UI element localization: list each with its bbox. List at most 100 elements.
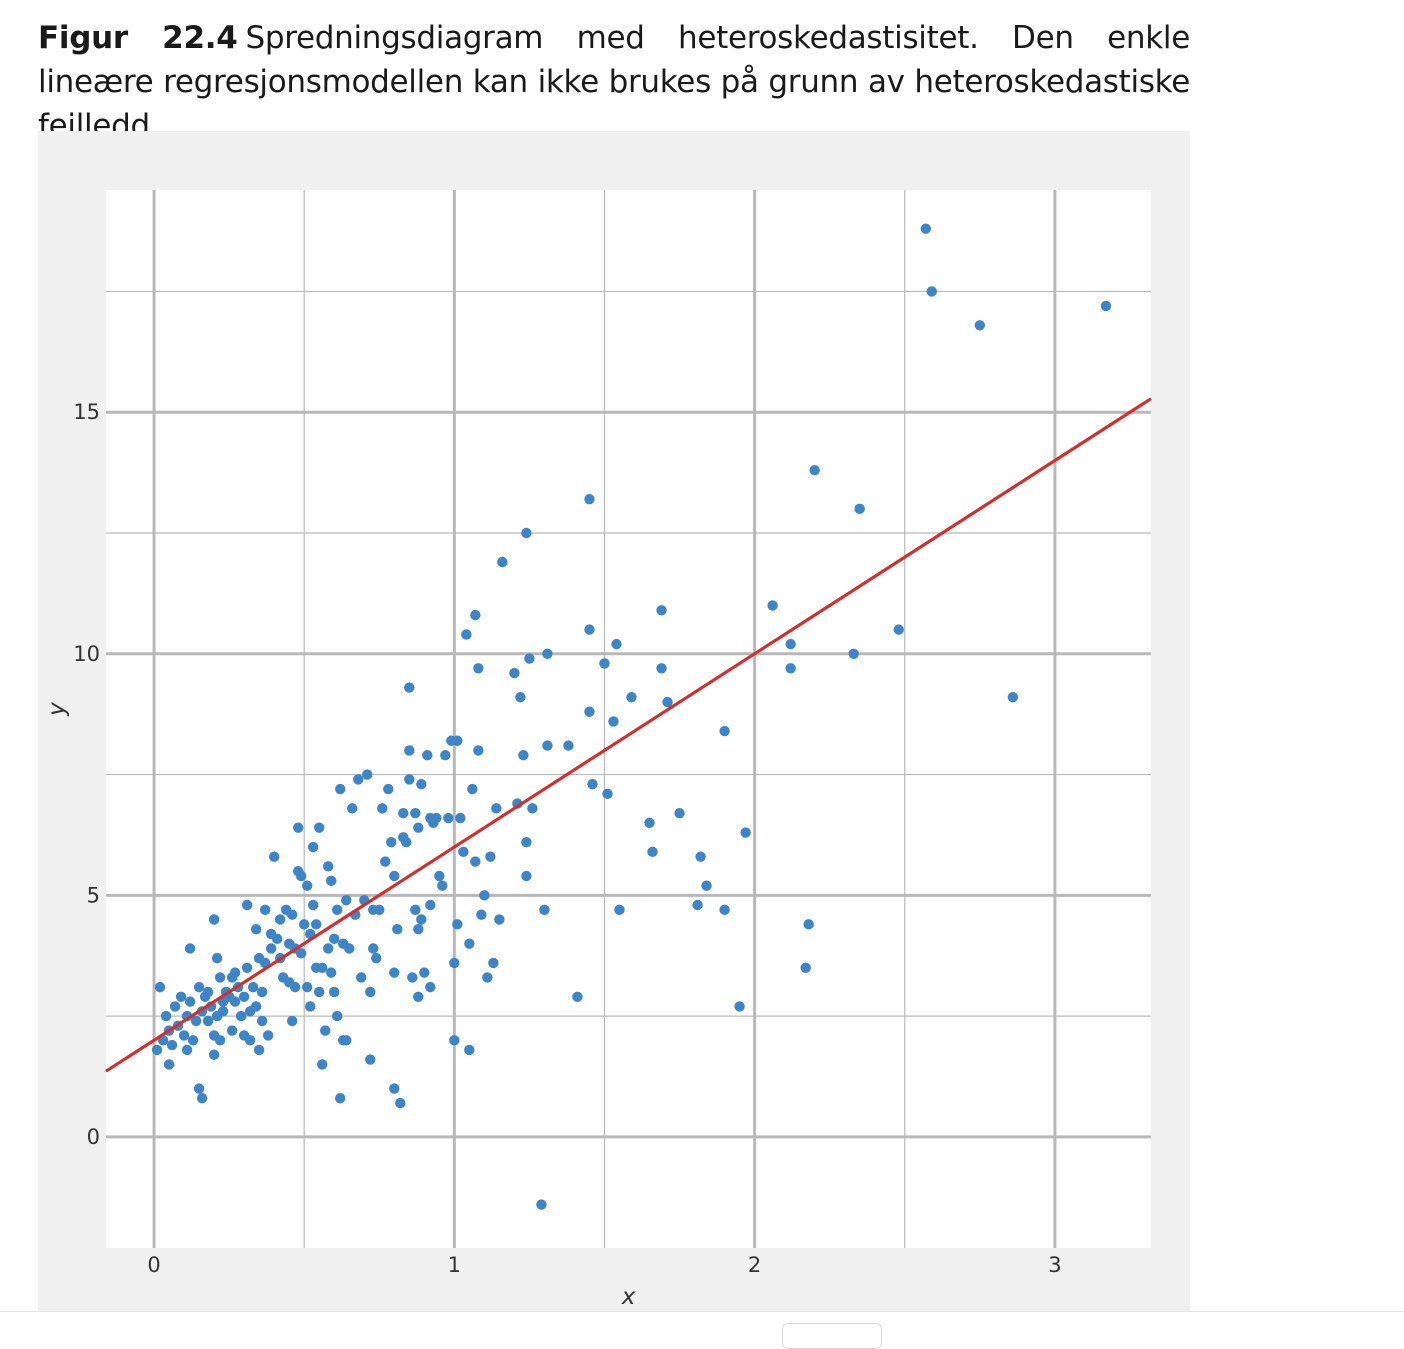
data-point (347, 803, 358, 814)
y-tick-label: 10 (73, 642, 100, 666)
data-point (211, 952, 223, 964)
data-point (208, 914, 220, 925)
data-point (452, 919, 463, 930)
data-point (416, 914, 427, 925)
data-point (317, 1059, 328, 1070)
data-point (482, 972, 493, 983)
data-point (392, 923, 403, 935)
data-point (521, 870, 532, 882)
page-divider (0, 1311, 1404, 1312)
data-point (584, 624, 595, 635)
data-point (329, 986, 340, 998)
figure-label: Figur 22.4 (38, 20, 238, 56)
caption-text: Spredningsdiagram med heteroskedastisite… (38, 20, 1190, 144)
data-point (253, 1044, 265, 1056)
data-point (785, 638, 796, 650)
data-point (365, 986, 376, 998)
data-point (662, 696, 673, 708)
y-tick-label: 15 (73, 400, 100, 424)
data-point (377, 803, 388, 814)
data-point (644, 817, 655, 829)
x-tick-label: 0 (147, 1253, 160, 1277)
data-point (307, 841, 319, 853)
tick-labels: 0 1 2 3 0 5 10 15 (73, 400, 1061, 1277)
data-point (497, 556, 508, 568)
data-point (244, 1035, 256, 1046)
data-point (521, 836, 532, 848)
data-point (256, 986, 268, 998)
data-point (527, 803, 538, 814)
data-point (539, 904, 550, 916)
x-tick-label: 3 (1048, 1253, 1061, 1277)
data-point (151, 1044, 163, 1056)
data-point (719, 725, 730, 737)
data-point (473, 663, 484, 674)
x-tick-label: 1 (448, 1253, 461, 1277)
data-point (587, 779, 598, 790)
data-point (455, 812, 466, 824)
data-point (175, 991, 187, 1002)
data-point (268, 851, 280, 862)
data-point (524, 653, 535, 664)
data-point (848, 648, 859, 659)
data-point (410, 904, 421, 916)
data-point (767, 600, 778, 611)
data-point (389, 1083, 400, 1094)
page-nav-handle[interactable] (782, 1323, 882, 1349)
data-point (584, 706, 595, 717)
data-point (449, 1035, 460, 1046)
data-point (434, 870, 445, 882)
data-point (719, 904, 730, 916)
data-point (353, 774, 364, 785)
data-point (196, 1093, 208, 1104)
data-point (301, 880, 313, 891)
data-point (494, 914, 505, 925)
data-point (356, 972, 367, 983)
data-point (536, 1199, 547, 1210)
data-point (467, 783, 478, 795)
data-point (383, 783, 394, 795)
data-point (304, 1001, 316, 1012)
data-point (437, 880, 448, 891)
data-point (214, 1035, 226, 1046)
data-point (389, 967, 400, 978)
data-point (473, 745, 484, 756)
data-point (458, 846, 469, 858)
data-point (208, 1049, 220, 1060)
data-point (404, 745, 415, 756)
data-point (314, 822, 325, 833)
data-point (440, 750, 451, 761)
data-point (386, 836, 397, 848)
data-point (452, 735, 463, 746)
data-point (295, 870, 307, 882)
data-point (332, 904, 343, 916)
plot-panel (106, 190, 1151, 1248)
data-point (202, 1015, 214, 1027)
data-point (692, 899, 703, 911)
data-point (295, 948, 307, 959)
data-point (286, 909, 298, 920)
data-point (380, 856, 391, 867)
major-gridlines (106, 190, 1151, 1248)
data-point (611, 638, 622, 650)
data-point (184, 996, 196, 1007)
data-point (274, 914, 286, 925)
data-point (485, 851, 496, 862)
data-point (572, 991, 583, 1002)
regression-line (105, 397, 1152, 1073)
data-point (178, 1030, 190, 1041)
data-point (404, 682, 415, 693)
data-point (419, 967, 430, 978)
data-point (241, 962, 253, 973)
data-point (809, 465, 820, 476)
data-point (470, 856, 481, 867)
data-point (479, 890, 490, 901)
data-point (250, 923, 262, 935)
data-point (509, 667, 520, 679)
data-point (491, 803, 502, 814)
data-point (298, 919, 310, 930)
data-point (262, 1030, 274, 1041)
data-point (1100, 300, 1112, 312)
data-point (584, 493, 595, 505)
minor-gridlines (106, 190, 1151, 1248)
